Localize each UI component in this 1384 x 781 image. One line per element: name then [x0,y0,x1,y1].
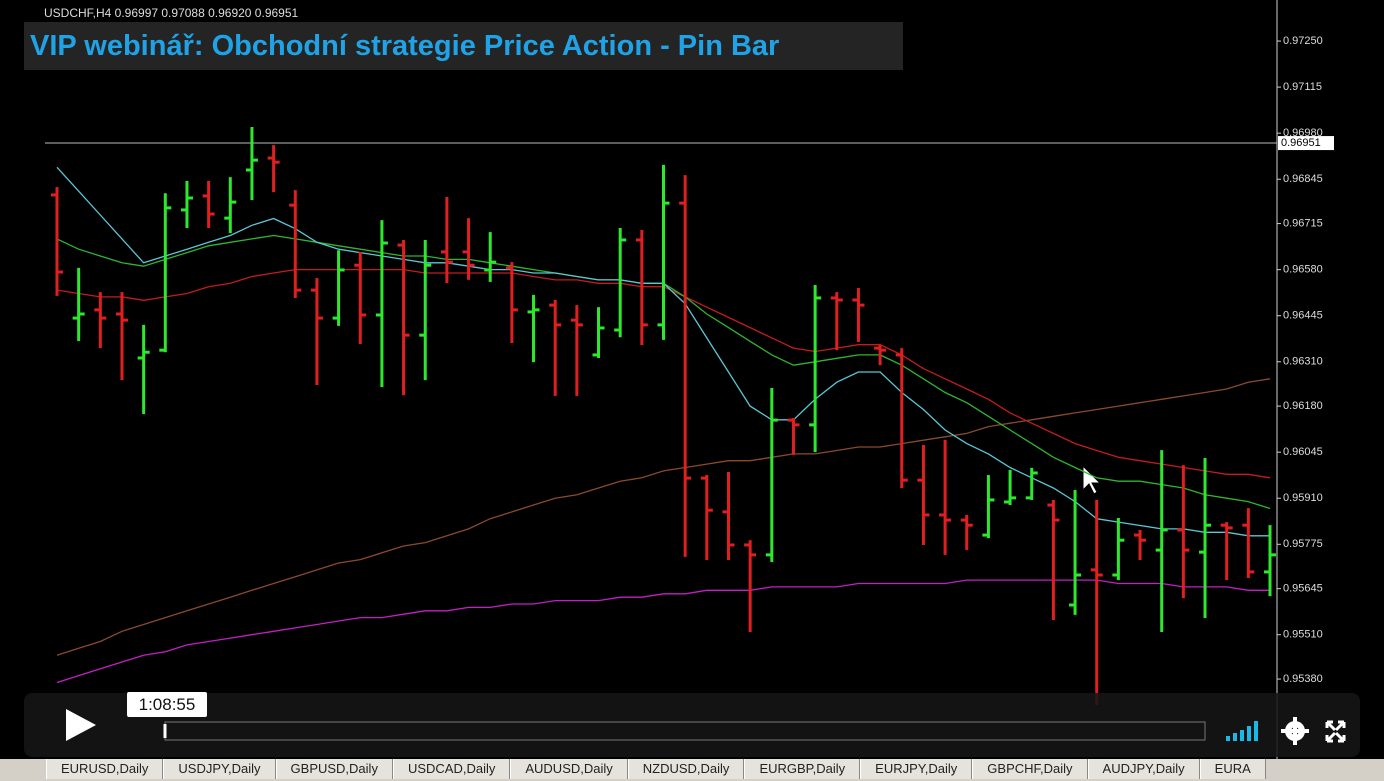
fullscreen[interactable] [1325,720,1346,743]
y-tick-label: 0.95380 [1283,673,1323,685]
chart-tab[interactable]: GBPCHF,Daily [972,759,1088,779]
mouse-cursor [1082,464,1102,495]
y-tick-label: 0.97250 [1283,35,1323,47]
y-tick-label: 0.96845 [1283,173,1323,185]
webinar-title: VIP webinář: Obchodní strategie Price Ac… [24,22,903,70]
chart-tab[interactable]: USDJPY,Daily [163,759,276,779]
y-tick-label: 0.97115 [1283,81,1322,93]
controls-icons [66,709,1346,745]
y-tick-label: 0.96180 [1283,400,1323,412]
chart-tab[interactable]: AUDUSD,Daily [510,759,628,779]
current-price-box [1278,136,1334,151]
chart-tab[interactable]: GBPUSD,Daily [275,759,393,779]
current-price-label: 0.96951 [1281,137,1321,149]
chart-tab[interactable]: EURUSD,Daily [46,759,164,779]
y-tick-label: 0.95775 [1283,538,1323,550]
chart-tab[interactable]: NZDUSD,Daily [627,759,745,779]
y-tick-label: 0.96310 [1283,356,1323,368]
chart-tab[interactable]: USDCAD,Daily [392,759,511,779]
progress-bar[interactable] [164,721,1206,741]
chart-tab[interactable]: EURA [1199,759,1266,779]
play-button[interactable] [66,709,96,741]
y-tick-label: 0.96580 [1283,264,1323,276]
moving-average [56,378,1271,656]
symbol-info: USDCHF,H4 0.96997 0.97088 0.96920 0.9695… [44,6,299,20]
y-tick-label: 0.95645 [1283,583,1323,595]
chart-tab[interactable]: AUDJPY,Daily [1087,759,1200,779]
video-controls [24,693,1360,757]
chart-tabs: EURUSD,Daily USDJPY,Daily GBPUSD,Daily USDC… [0,759,1384,781]
chart-tab[interactable]: EURGBP,Daily [744,759,861,779]
chart-tab[interactable]: EURJPY,Daily [860,759,973,779]
y-tick-label: 0.95910 [1283,492,1323,504]
volume[interactable] [1226,721,1258,741]
y-tick-label: 0.96045 [1283,446,1323,458]
settings[interactable] [1281,717,1309,745]
time-tooltip: 1:08:55 [127,692,207,717]
y-tick-label: 0.96445 [1283,310,1323,322]
y-tick-label: 0.95510 [1283,629,1323,641]
moving-average [56,579,1270,684]
y-tick-label: 0.96715 [1283,217,1323,229]
